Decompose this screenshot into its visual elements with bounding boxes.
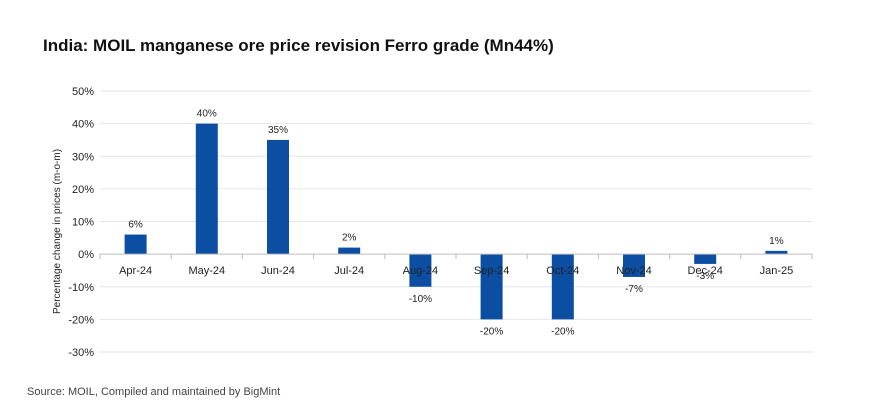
data-label: 35%	[268, 125, 288, 136]
bar	[409, 254, 432, 287]
data-label: 40%	[197, 109, 217, 120]
y-tick-label: 50%	[72, 86, 94, 98]
bar	[694, 254, 717, 264]
x-tick-label: Jul-24	[334, 265, 364, 277]
bar	[338, 247, 361, 255]
data-label: 2%	[342, 233, 357, 244]
data-label: 6%	[128, 220, 143, 231]
x-tick-label: Dec-24	[687, 265, 722, 277]
y-tick-label: -10%	[68, 282, 94, 294]
x-tick-label: Nov-24	[616, 265, 651, 277]
x-tick-label: Jun-24	[261, 265, 295, 277]
bar	[480, 254, 503, 320]
bar	[623, 254, 645, 277]
bars	[124, 123, 788, 320]
data-label: -20%	[551, 326, 574, 337]
y-tick-label: 40%	[72, 119, 94, 131]
y-tick-label: -20%	[68, 314, 94, 326]
bar	[551, 254, 574, 320]
x-tick-label: Oct-24	[546, 265, 579, 277]
chart-title: India: MOIL manganese ore price revision…	[43, 36, 554, 55]
x-tick-label: Jan-25	[760, 265, 794, 277]
x-tick-label: Apr-24	[119, 265, 152, 277]
y-axis-ticks: 50% 40% 30% 20% 10% 0% -10% -20% -30%	[68, 86, 94, 359]
x-tick-label: May-24	[188, 265, 225, 277]
y-tick-label: 0%	[78, 249, 94, 261]
data-label: -7%	[625, 284, 643, 295]
x-tick-label: Sep-24	[474, 265, 509, 277]
data-label: -20%	[480, 326, 503, 337]
data-labels: 6% 40% 35% 2% -10% -20% -20% -7% -3% 1%	[128, 109, 783, 338]
bar	[765, 250, 788, 255]
bar	[124, 234, 147, 255]
y-tick-label: 30%	[72, 151, 94, 163]
category-labels: Apr-24 May-24 Jun-24 Jul-24 Aug-24 Sep-24 Oct-…	[119, 265, 793, 277]
bar	[267, 139, 289, 255]
data-label: -10%	[409, 294, 432, 305]
y-axis-label: Percentage change in prices (m-o-m)	[52, 149, 63, 314]
y-tick-label: 20%	[72, 184, 94, 196]
bar	[195, 123, 218, 255]
x-axis	[99, 253, 813, 260]
x-tick-label: Aug-24	[403, 265, 438, 277]
y-tick-label: 10%	[72, 217, 94, 229]
data-label: 1%	[769, 236, 784, 247]
y-tick-label: -30%	[68, 347, 94, 359]
source-note: Source: MOIL, Compiled and maintained by…	[27, 386, 281, 398]
gridlines	[100, 90, 812, 353]
data-label: -3%	[696, 271, 714, 282]
